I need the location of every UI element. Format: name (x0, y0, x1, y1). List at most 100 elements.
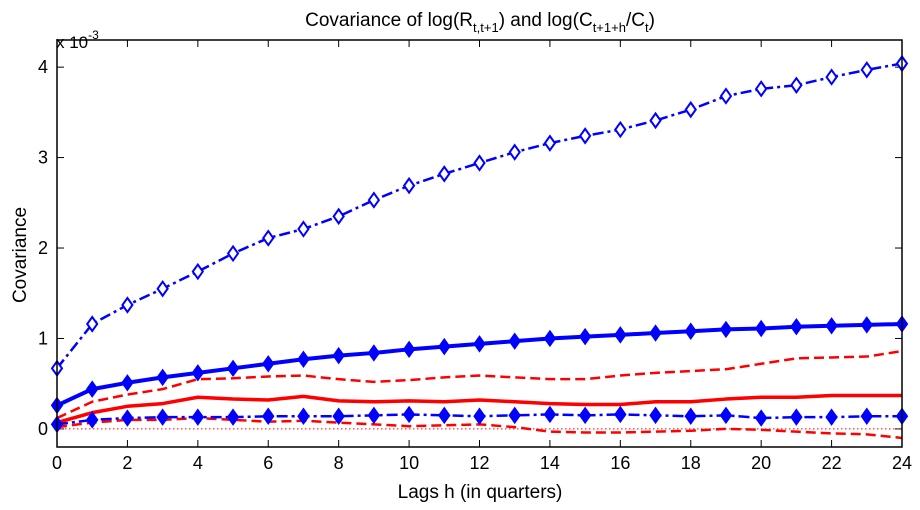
series-point (121, 374, 134, 392)
x-tick-label: 20 (751, 453, 771, 473)
series-point (825, 317, 838, 335)
series-point (649, 111, 662, 130)
y-multiplier-base: x 10 (56, 33, 88, 52)
series-point (754, 319, 768, 338)
series-point (684, 100, 697, 119)
series-point (402, 176, 416, 195)
x-axis-label: Lags h (in quarters) (398, 482, 563, 503)
series-point (85, 380, 99, 398)
series-point (156, 408, 169, 426)
x-tick-label: 2 (122, 453, 132, 473)
series-point (719, 320, 733, 339)
series-point (578, 127, 592, 145)
series-point (297, 350, 310, 368)
y-multiplier-exponent: -3 (88, 28, 99, 42)
series-point (262, 407, 275, 425)
series-point (508, 406, 521, 425)
series-point (262, 229, 275, 247)
series-point (367, 344, 381, 362)
x-tick-label: 4 (193, 453, 203, 473)
x-ticks: 0 2 4 6 8 10 12 14 16 18 20 22 24 (52, 40, 912, 473)
x-tick-label: 22 (822, 453, 842, 473)
y-tick-label: 1 (38, 328, 48, 348)
series-point (156, 280, 169, 298)
series-point (754, 80, 768, 98)
series-point (825, 68, 838, 86)
x-tick-label: 24 (892, 453, 912, 473)
series-point (191, 364, 205, 382)
series-point (860, 316, 874, 334)
series-point (262, 355, 275, 373)
series-point (402, 405, 416, 424)
series-point (226, 244, 240, 263)
series-point (438, 165, 451, 183)
series-line (56, 393, 902, 425)
x-tick-label: 8 (334, 453, 344, 473)
y-tick-label: 0 (38, 419, 48, 439)
series-point (473, 335, 486, 353)
series-point (790, 76, 803, 94)
series-point (684, 407, 697, 425)
title-part-2: ) and log(C (499, 10, 593, 31)
series-point (402, 340, 416, 359)
series-point (332, 207, 345, 226)
y-tick-label: 3 (38, 148, 48, 168)
series-point (367, 406, 381, 425)
series-point (226, 408, 240, 426)
title-sub-1: t,t+1 (473, 20, 499, 35)
series-point (684, 322, 697, 340)
series-point (790, 408, 803, 426)
series-point (367, 191, 381, 209)
series-point (649, 406, 662, 425)
axes-frame (56, 39, 903, 448)
series-point (719, 406, 733, 425)
series-point (543, 329, 557, 348)
series-point (614, 405, 627, 424)
y-ticks: 0 1 2 3 4 (38, 57, 902, 439)
series-point (473, 407, 486, 425)
series-line (56, 62, 903, 370)
series-point (438, 406, 451, 425)
chart-title: Covariance of log(Rt,t+1) and log(Ct+1+h… (305, 10, 655, 35)
series-point (121, 296, 134, 314)
series-point (825, 408, 838, 426)
series-point (578, 406, 592, 425)
series-point (508, 332, 521, 350)
series-point (297, 407, 310, 425)
series-line (56, 349, 903, 420)
series-point (191, 408, 205, 426)
series-point (614, 120, 627, 139)
x-tick-label: 0 (52, 453, 62, 473)
x-tick-label: 10 (399, 453, 419, 473)
series-layer (50, 54, 909, 440)
y-tick-label: 4 (38, 57, 48, 77)
series-point (85, 315, 99, 333)
x-tick-label: 6 (263, 453, 273, 473)
title-part-3: /C (626, 10, 645, 31)
series-point (649, 324, 662, 342)
title-sub-2: t+1+h (593, 20, 626, 35)
series-point (508, 143, 521, 161)
title-part-4: ) (649, 10, 655, 31)
series-point (473, 154, 486, 172)
series-point (578, 327, 592, 346)
series-point (332, 346, 345, 365)
series-point (860, 61, 874, 79)
y-tick-label: 2 (38, 238, 48, 258)
series-point (121, 409, 134, 427)
series-point (719, 87, 733, 105)
series-point (543, 134, 557, 152)
series-point (790, 317, 803, 336)
x-tick-label: 16 (610, 453, 630, 473)
title-sub-3: t (645, 20, 649, 35)
series-point (85, 411, 99, 429)
series-point (226, 359, 240, 378)
series-point (860, 407, 874, 425)
y-multiplier: x 10-3 (56, 28, 99, 52)
title-part-1: Covariance of log(R (305, 10, 473, 31)
y-axis-label: Covariance (10, 207, 31, 303)
series-point (191, 262, 205, 281)
series-point (754, 409, 768, 427)
series-point (332, 407, 345, 425)
